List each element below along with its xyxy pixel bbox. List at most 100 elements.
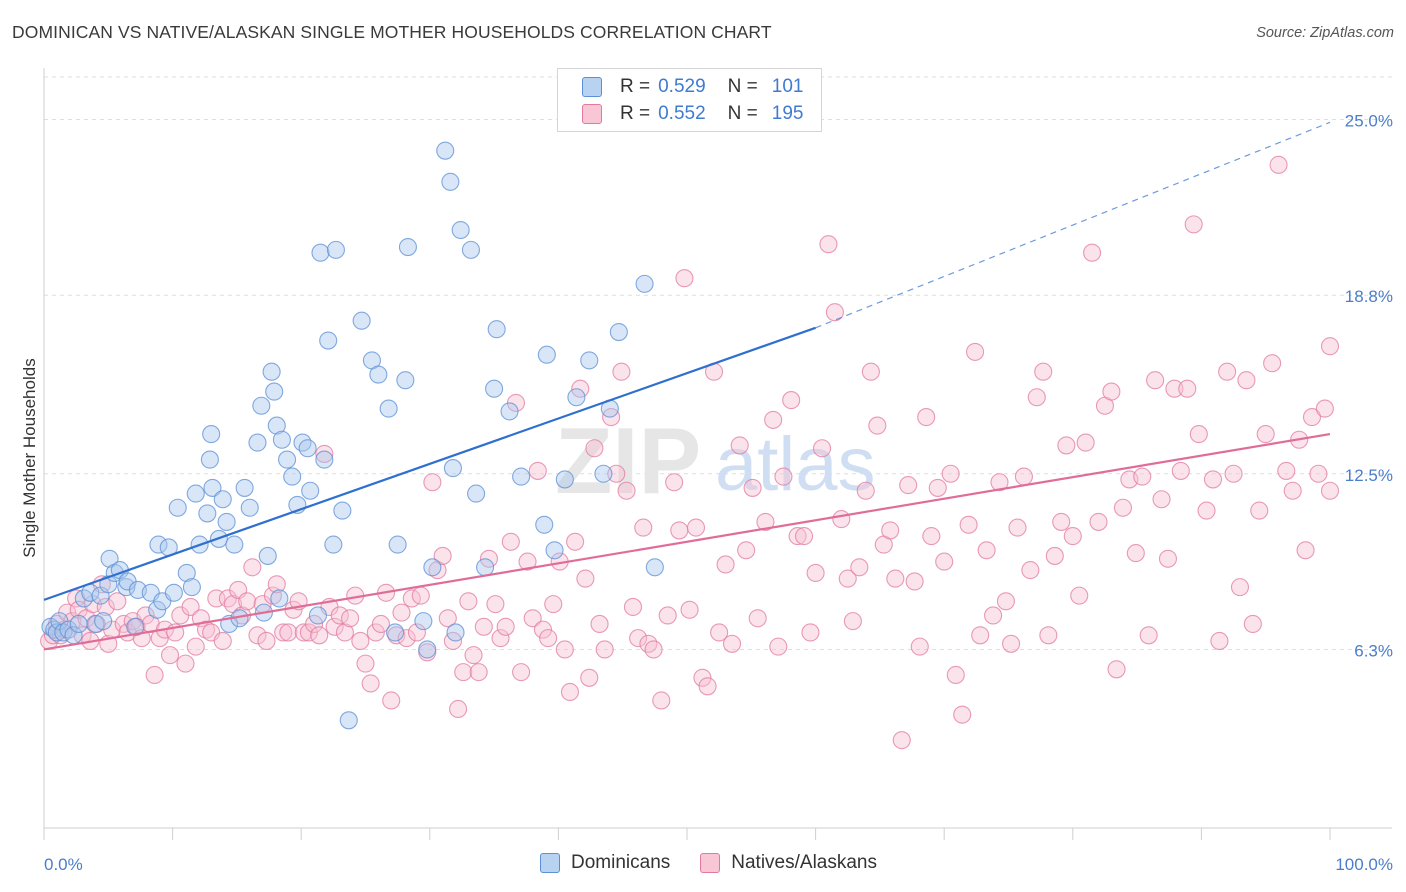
y-tick-label: 18.8% [1345,287,1393,306]
native-point [1133,467,1152,486]
native-point [1102,382,1121,401]
native-point [267,575,286,594]
native-point [523,609,542,628]
dominican-point [441,172,460,191]
native-point [801,623,820,642]
dominican-point [645,558,664,577]
native-point [315,444,334,463]
native-point [238,592,257,611]
native-point [743,478,762,497]
native-point [1283,481,1302,500]
dominican-point [461,240,481,259]
dominican-point [164,583,183,602]
native-point [832,510,851,529]
native-point [917,408,936,427]
legend-r-label: R = [620,103,651,124]
dominican-point [396,371,415,390]
axes [43,68,1392,840]
native-point [186,637,205,656]
x-tick-label-max: 100.0% [1335,855,1393,874]
native-point [629,629,648,648]
native-point [1039,626,1058,645]
native-point [1021,561,1040,580]
native-point [892,731,911,750]
dominican-point [418,640,437,659]
native-point [782,391,801,410]
dominican-point [267,416,286,435]
dominican-point [369,365,388,384]
native-point [1139,626,1158,645]
native-point [274,623,293,642]
dominican-point [476,558,495,577]
dominican-point [537,345,556,364]
native-point [856,481,875,500]
native-point [1158,549,1178,568]
native-point [544,595,563,614]
native-point [196,620,216,639]
native-point [971,626,990,645]
native-point [279,623,298,642]
dominican-point [262,362,281,381]
native-point [899,476,918,495]
native-point [411,586,430,605]
native-point [722,634,742,653]
native-point [946,665,965,685]
native-point [1302,408,1322,427]
native-point [838,569,857,588]
dominican-point [148,600,167,619]
native-point [496,617,515,636]
native-point [737,541,756,560]
native-point [806,563,825,582]
dominican-point [315,450,334,469]
native-point [1063,527,1082,546]
native-point [1320,337,1340,356]
native-point [1197,501,1216,520]
legend-item-natives[interactable]: Natives/Alaskans [700,852,877,874]
dominican-point [225,535,244,554]
native-point [423,473,442,492]
dominican-point [379,399,398,418]
legend-swatch-blue [582,77,602,97]
series-legend: Dominicans Natives/Alaskans [540,852,907,874]
dominican-point [545,541,564,560]
native-point [922,527,941,546]
dominican-point [436,141,455,160]
y-tick-label: 6.3% [1354,641,1393,660]
native-point [1070,586,1089,605]
native-point [819,235,838,254]
dominican-point [182,578,201,597]
native-point [1263,354,1282,373]
x-tick-label-min: 0.0% [44,855,83,874]
chart-title: DOMINICAN VS NATIVE/ALASKAN SINGLE MOTHE… [12,22,772,42]
native-point [1296,541,1315,560]
native-point [243,558,262,577]
dominican-point [203,478,222,497]
native-point [433,546,452,565]
dominican-point [352,311,371,330]
native-point [1027,388,1046,407]
native-point [928,478,947,497]
dominican-point [467,484,486,503]
dominican-point [100,549,119,568]
native-point [675,269,694,288]
native-point [1107,660,1126,679]
dominican-point [567,388,586,407]
legend-item-dominicans[interactable]: Dominicans [540,852,670,874]
native-point [580,668,599,687]
dominican-point [386,623,405,642]
native-point [680,600,699,619]
legend-r-label: R = [620,76,651,97]
legend-swatch-pink [582,104,602,124]
native-point [571,379,590,398]
legend-r-value: 0.552 [658,103,706,124]
native-point [366,623,385,642]
native-point [959,515,978,534]
legend-n-label: N = [727,103,758,124]
dominican-point [117,578,136,597]
dominican-point [177,563,196,582]
native-point [850,558,869,577]
native-point [176,654,195,673]
native-point [382,691,401,710]
dominican-point [311,243,330,262]
native-point [748,609,767,628]
